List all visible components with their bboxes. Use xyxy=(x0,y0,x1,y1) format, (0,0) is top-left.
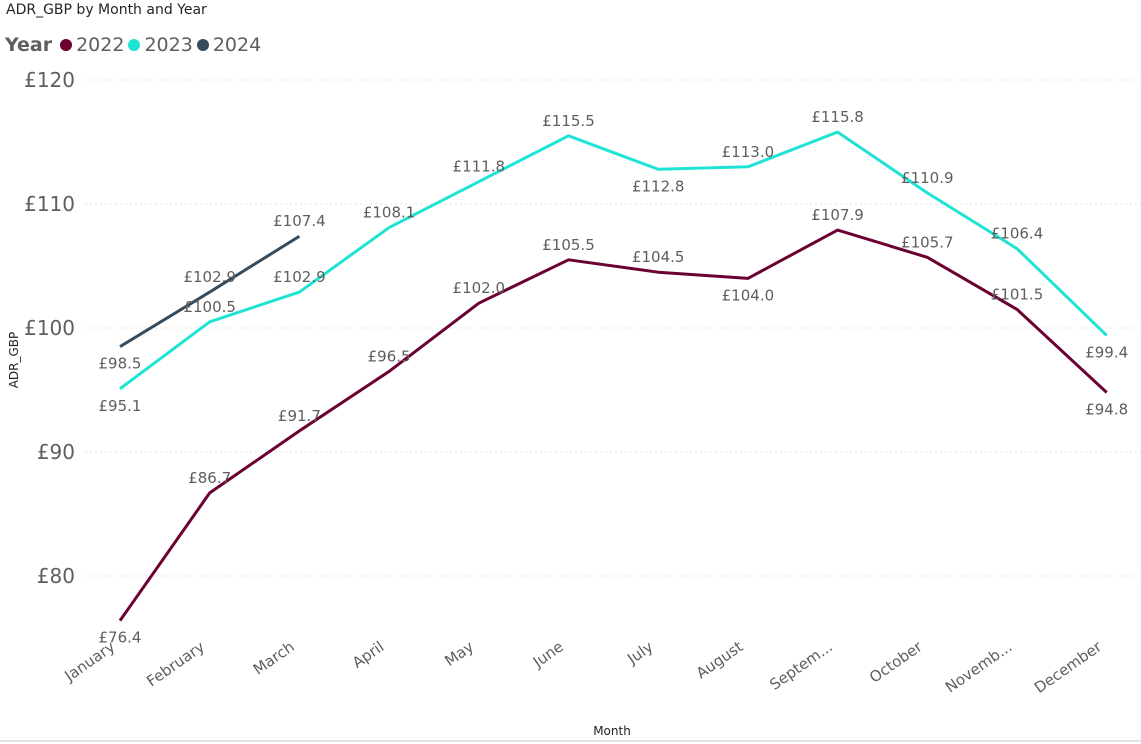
data-label-2023: £106.4 xyxy=(991,225,1044,243)
legend-title: Year xyxy=(5,34,53,56)
data-label-2022: £101.5 xyxy=(991,285,1044,303)
x-tick-label: July xyxy=(623,637,656,668)
x-tick-label: October xyxy=(866,637,926,687)
x-tick-label: August xyxy=(693,637,746,682)
data-label-2023: £108.1 xyxy=(363,204,416,222)
gridlines xyxy=(85,79,1141,577)
y-tick-label: £90 xyxy=(37,440,75,464)
legend-label-2022: 2022 xyxy=(76,34,125,56)
y-tick-label: £110 xyxy=(24,192,75,216)
legend: Year 2022 2023 2024 xyxy=(5,33,265,57)
data-labels: £76.4 £86.7 £91.7 £96.5 £102.0 £105.5 £104.5 £1… xyxy=(99,108,1129,647)
x-tick-label: Novemb... xyxy=(942,638,1015,697)
data-label-2022: £104.0 xyxy=(722,286,775,304)
y-tick-label: £100 xyxy=(24,316,75,340)
data-label-2023: £110.9 xyxy=(901,169,954,187)
series-line-2022 xyxy=(118,228,1108,622)
legend-item-2023[interactable]: 2023 xyxy=(128,34,193,56)
data-label-2023: £102.9 xyxy=(273,268,326,286)
chart-title: ADR_GBP by Month and Year xyxy=(6,2,207,18)
series-lines xyxy=(118,130,1108,622)
x-tick-label: February xyxy=(143,637,208,690)
data-label-2023: £111.8 xyxy=(453,158,506,176)
data-label-2024: £98.5 xyxy=(99,355,142,373)
data-label-2022: £94.8 xyxy=(1085,400,1128,418)
x-tick-label: March xyxy=(250,638,298,679)
data-label-2023: £99.4 xyxy=(1085,343,1128,361)
legend-label-2023: 2023 xyxy=(144,34,193,56)
x-axis-ticks: January February March April May June July Augu… xyxy=(61,637,1106,697)
data-label-2023: £115.5 xyxy=(542,112,595,130)
legend-label-2024: 2024 xyxy=(212,34,262,56)
data-label-2023: £115.8 xyxy=(811,108,864,126)
data-label-2022: £96.5 xyxy=(368,347,411,365)
data-label-2022: £105.5 xyxy=(542,236,595,254)
legend-dot-2024 xyxy=(196,39,209,51)
data-label-2022: £86.7 xyxy=(188,469,231,487)
legend-item-2022[interactable]: 2022 xyxy=(60,34,124,56)
legend-dot-2023 xyxy=(128,39,141,51)
data-label-2022: £102.0 xyxy=(453,279,506,297)
data-label-2023: £113.0 xyxy=(722,143,775,161)
x-tick-label: April xyxy=(349,638,387,672)
y-axis-ticks: £80 £90 £100 £110 £120 xyxy=(24,68,75,588)
data-label-2022: £104.5 xyxy=(632,248,685,266)
series-line-2024 xyxy=(119,234,301,348)
legend-item-2024[interactable]: 2024 xyxy=(196,34,262,56)
data-label-2022: £105.7 xyxy=(901,233,954,251)
data-label-2023: £100.5 xyxy=(183,298,236,316)
data-label-2023: £112.8 xyxy=(632,177,685,195)
data-label-2024: £102.9 xyxy=(183,268,236,286)
data-label-2022: £76.4 xyxy=(99,629,142,647)
data-label-2023: £95.1 xyxy=(99,397,142,415)
x-tick-label: Septem... xyxy=(766,638,836,694)
data-label-2022: £91.7 xyxy=(278,407,321,425)
legend-dot-2022 xyxy=(60,39,73,51)
x-axis-title: Month xyxy=(593,724,631,738)
y-tick-label: £80 xyxy=(37,564,75,588)
y-tick-label: £120 xyxy=(24,68,75,92)
data-label-2024: £107.4 xyxy=(273,212,326,230)
y-axis-title: ADR_GBP xyxy=(7,332,21,389)
x-tick-label: December xyxy=(1031,637,1106,697)
x-tick-label: June xyxy=(529,638,567,672)
data-label-2022: £107.9 xyxy=(811,206,864,224)
series-line-2023 xyxy=(119,130,1108,390)
x-tick-label: May xyxy=(441,637,477,670)
